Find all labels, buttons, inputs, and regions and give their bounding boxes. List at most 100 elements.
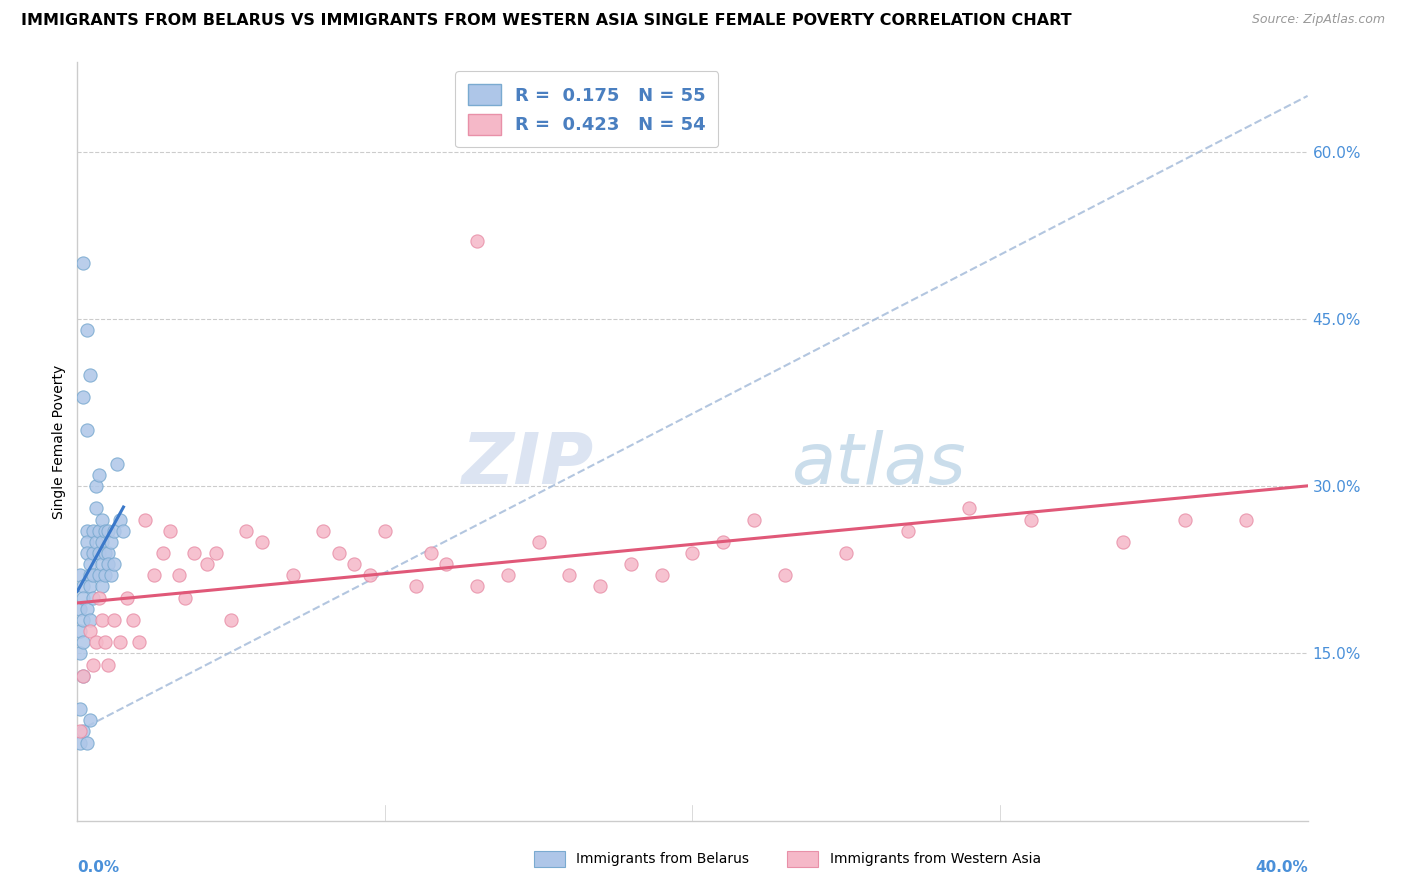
Point bbox=[72, 580, 94, 594]
Point bbox=[94, 546, 117, 560]
Point bbox=[134, 512, 156, 526]
Point bbox=[87, 524, 110, 538]
Point bbox=[589, 580, 612, 594]
Point bbox=[235, 524, 257, 538]
Point bbox=[76, 546, 98, 560]
Point bbox=[420, 546, 443, 560]
Point bbox=[97, 524, 120, 538]
Point bbox=[79, 613, 101, 627]
Point bbox=[79, 568, 101, 582]
Point bbox=[90, 512, 114, 526]
Point bbox=[651, 568, 673, 582]
Point bbox=[100, 568, 122, 582]
Text: Source: ZipAtlas.com: Source: ZipAtlas.com bbox=[1251, 13, 1385, 27]
Point bbox=[76, 323, 98, 337]
Point bbox=[204, 546, 226, 560]
Point bbox=[97, 657, 120, 672]
Point bbox=[143, 568, 166, 582]
Point bbox=[72, 613, 94, 627]
Point bbox=[72, 635, 94, 649]
Point bbox=[87, 468, 110, 483]
Point bbox=[620, 557, 643, 572]
Point bbox=[87, 568, 110, 582]
Text: atlas: atlas bbox=[792, 430, 966, 499]
Point bbox=[250, 535, 273, 549]
Point bbox=[69, 735, 91, 749]
Point bbox=[90, 580, 114, 594]
Point bbox=[112, 524, 135, 538]
Point bbox=[72, 669, 94, 683]
Point bbox=[527, 535, 550, 549]
Point bbox=[103, 524, 125, 538]
Point bbox=[359, 568, 381, 582]
Point bbox=[465, 234, 488, 248]
Point bbox=[90, 535, 114, 549]
Point bbox=[374, 524, 396, 538]
Point bbox=[69, 646, 91, 660]
Point bbox=[105, 457, 128, 471]
Point bbox=[84, 501, 107, 516]
Point bbox=[405, 580, 427, 594]
Point bbox=[152, 546, 174, 560]
Point bbox=[159, 524, 181, 538]
Text: 0.0%: 0.0% bbox=[77, 860, 120, 874]
Text: Immigrants from Belarus: Immigrants from Belarus bbox=[576, 852, 749, 866]
Point bbox=[90, 613, 114, 627]
Point bbox=[87, 546, 110, 560]
Text: 40.0%: 40.0% bbox=[1254, 860, 1308, 874]
Point bbox=[72, 669, 94, 683]
Point bbox=[69, 624, 91, 639]
Point bbox=[711, 535, 734, 549]
Point bbox=[79, 368, 101, 382]
Point bbox=[79, 624, 101, 639]
Point bbox=[174, 591, 197, 605]
Y-axis label: Single Female Poverty: Single Female Poverty bbox=[52, 365, 66, 518]
Point bbox=[82, 546, 104, 560]
Point bbox=[682, 546, 704, 560]
Point bbox=[897, 524, 920, 538]
Point bbox=[110, 635, 132, 649]
Point bbox=[72, 390, 94, 404]
Point bbox=[110, 512, 132, 526]
Point bbox=[343, 557, 366, 572]
Point bbox=[121, 613, 143, 627]
Point bbox=[742, 512, 765, 526]
Point bbox=[97, 546, 120, 560]
Point bbox=[957, 501, 980, 516]
Point bbox=[69, 602, 91, 616]
Point bbox=[167, 568, 190, 582]
Point bbox=[115, 591, 138, 605]
Point bbox=[76, 735, 98, 749]
Point bbox=[219, 613, 242, 627]
Point bbox=[281, 568, 304, 582]
Point bbox=[76, 524, 98, 538]
Point bbox=[195, 557, 218, 572]
Point bbox=[94, 524, 117, 538]
Point bbox=[82, 591, 104, 605]
Point bbox=[1234, 512, 1257, 526]
Point bbox=[183, 546, 205, 560]
Point bbox=[84, 535, 107, 549]
Text: ZIP: ZIP bbox=[461, 430, 595, 499]
Point bbox=[84, 479, 107, 493]
Point bbox=[69, 568, 91, 582]
Point bbox=[103, 557, 125, 572]
Point bbox=[72, 591, 94, 605]
Point bbox=[69, 724, 91, 739]
Point bbox=[79, 580, 101, 594]
Point bbox=[72, 256, 94, 270]
Point bbox=[82, 657, 104, 672]
Point bbox=[312, 524, 335, 538]
Point bbox=[1112, 535, 1135, 549]
Point bbox=[76, 535, 98, 549]
Point bbox=[82, 524, 104, 538]
Point bbox=[76, 602, 98, 616]
Point bbox=[436, 557, 458, 572]
Text: Immigrants from Western Asia: Immigrants from Western Asia bbox=[830, 852, 1040, 866]
Point bbox=[79, 557, 101, 572]
Point bbox=[76, 424, 98, 438]
Point bbox=[97, 557, 120, 572]
Point bbox=[128, 635, 150, 649]
Point bbox=[87, 591, 110, 605]
Point bbox=[90, 557, 114, 572]
